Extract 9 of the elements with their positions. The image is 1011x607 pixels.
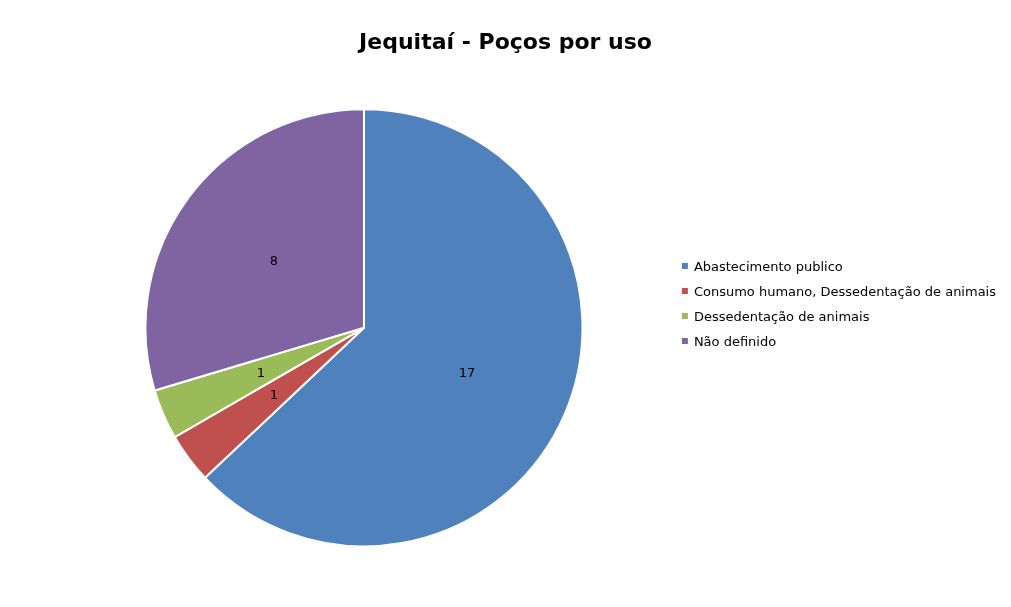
data-label: 8 [269, 253, 279, 269]
legend-label: Consumo humano, Dessedentação de animais [693, 283, 997, 299]
data-label: 1 [269, 387, 279, 403]
chart-title: Jequitaí - Poços por uso [357, 28, 652, 54]
legend-label: Dessedentação de animais [693, 308, 870, 324]
legend-label: Não definido [693, 333, 777, 349]
data-label: 1 [256, 364, 266, 380]
legend-label: Abastecimento publico [693, 258, 843, 274]
data-label: 17 [458, 364, 476, 380]
